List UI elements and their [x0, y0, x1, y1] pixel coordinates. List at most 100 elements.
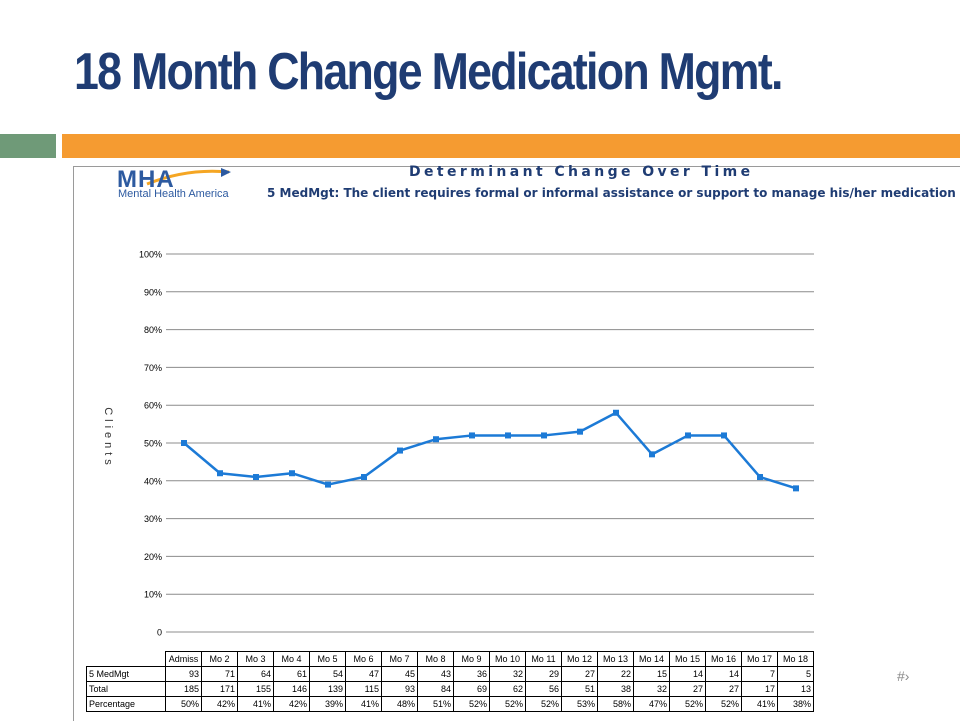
table-cell: 71 — [201, 666, 238, 682]
series-line — [183, 411, 797, 490]
table-cell: 52% — [453, 696, 490, 712]
table-cell: 48% — [381, 696, 418, 712]
table-corner — [87, 652, 166, 667]
table-cell: 27 — [705, 681, 742, 697]
table-cell: 52% — [705, 696, 742, 712]
table-cell: 69 — [453, 681, 490, 697]
data-table: Admiss Mo 2 Mo 3 Mo 4 Mo 5 Mo 6 Mo 7 Mo 8 Mo 9 Mo… — [86, 651, 814, 712]
data-point — [253, 474, 259, 481]
x-tick-label: Mo 4 — [273, 651, 310, 667]
table-cell: 41% — [345, 696, 382, 712]
table-cell: 14 — [705, 666, 742, 682]
data-point — [613, 409, 619, 416]
data-point — [541, 432, 547, 439]
table-cell: 146 — [273, 681, 310, 697]
y-tick-label: 100% — [139, 250, 162, 260]
table-cell: 38% — [777, 696, 814, 712]
y-tick-label: 60% — [144, 401, 162, 411]
table-row-label: 5 MedMgt — [86, 666, 166, 682]
data-point — [181, 440, 187, 446]
x-tick-label: Mo 14 — [633, 651, 670, 667]
data-point — [577, 428, 583, 435]
x-tick-label: Admiss — [165, 651, 202, 667]
slide-title: 18 Month Change Medication Mgmt. — [74, 43, 783, 101]
table-cell: 41% — [237, 696, 274, 712]
table-cell: 93 — [381, 681, 418, 697]
table-row-label: Total — [86, 681, 166, 697]
table-cell: 7 — [741, 666, 778, 682]
x-tick-label: Mo 8 — [417, 651, 454, 667]
y-tick-label: 70% — [144, 363, 162, 373]
table-cell: 14 — [669, 666, 706, 682]
y-tick-label: 40% — [144, 476, 162, 486]
table-cell: 41% — [741, 696, 778, 712]
table-row-label: Percentage — [86, 696, 166, 712]
y-tick-label: 20% — [144, 552, 162, 562]
table-cell: 51% — [417, 696, 454, 712]
table-cell: 32 — [489, 666, 526, 682]
table-cell: 29 — [525, 666, 562, 682]
logo-subtitle: Mental Health America — [118, 188, 229, 200]
table-cell: 39% — [309, 696, 346, 712]
y-tick-label: 80% — [144, 325, 162, 335]
table-cell: 139 — [309, 681, 346, 697]
table-cell: 54 — [309, 666, 346, 682]
data-point — [469, 432, 475, 439]
table-cell: 27 — [561, 666, 598, 682]
table-cell: 42% — [201, 696, 238, 712]
data-point — [217, 470, 223, 477]
table-cell: 115 — [345, 681, 382, 697]
table-cell: 62 — [489, 681, 526, 697]
x-tick-label: Mo 2 — [201, 651, 238, 667]
table-cell: 52% — [525, 696, 562, 712]
table-cell: 52% — [669, 696, 706, 712]
x-tick-label: Mo 18 — [777, 651, 814, 667]
y-tick-label: 10% — [144, 590, 162, 600]
logo-swoosh-icon — [146, 168, 231, 186]
table-cell: 93 — [165, 666, 202, 682]
slide-number: #› — [897, 668, 910, 684]
table-cell: 155 — [237, 681, 274, 697]
table-cell: 43 — [417, 666, 454, 682]
accent-bar-orange — [62, 134, 960, 158]
data-point — [649, 451, 655, 458]
data-point — [505, 432, 511, 439]
table-cell: 47% — [633, 696, 670, 712]
chart-subtitle: 5 MedMgt: The client requires formal or … — [267, 186, 956, 200]
data-point — [325, 481, 331, 488]
x-tick-label: Mo 16 — [705, 651, 742, 667]
x-tick-label: Mo 17 — [741, 651, 778, 667]
table-cell: 45 — [381, 666, 418, 682]
x-tick-label: Mo 13 — [597, 651, 634, 667]
table-row: 5 MedMgt 93 71 64 61 54 47 45 43 36 32 29 27 22 15 14 14… — [86, 666, 814, 682]
data-point — [721, 432, 727, 439]
table-cell: 38 — [597, 681, 634, 697]
table-cell: 56 — [525, 681, 562, 697]
y-tick-label: 90% — [144, 287, 162, 297]
table-cell: 32 — [633, 681, 670, 697]
table-cell: 17 — [741, 681, 778, 697]
table-cell: 64 — [237, 666, 274, 682]
table-cell: 52% — [489, 696, 526, 712]
table-cell: 61 — [273, 666, 310, 682]
x-tick-label: Mo 11 — [525, 651, 562, 667]
table-cell: 58% — [597, 696, 634, 712]
accent-bar-green — [0, 134, 56, 158]
table-cell: 47 — [345, 666, 382, 682]
x-tick-label: Mo 10 — [489, 651, 526, 667]
table-cell: 185 — [165, 681, 202, 697]
data-point — [757, 474, 763, 481]
x-tick-label: Mo 7 — [381, 651, 418, 667]
data-point — [361, 474, 367, 481]
table-row: Total 185 171 155 146 139 115 93 84 69 62 56 51 38 32 2… — [86, 681, 814, 697]
table-cell: 13 — [777, 681, 814, 697]
x-tick-label: Mo 3 — [237, 651, 274, 667]
table-cell: 42% — [273, 696, 310, 712]
y-tick-label: 30% — [144, 514, 162, 524]
x-tick-label: Mo 9 — [453, 651, 490, 667]
data-point — [397, 447, 403, 454]
table-row: Percentage 50% 42% 41% 42% 39% 41% 48% 51% 52% 52%… — [86, 696, 814, 712]
chart-title: Determinant Change Over Time — [409, 164, 754, 180]
data-point — [289, 470, 295, 477]
